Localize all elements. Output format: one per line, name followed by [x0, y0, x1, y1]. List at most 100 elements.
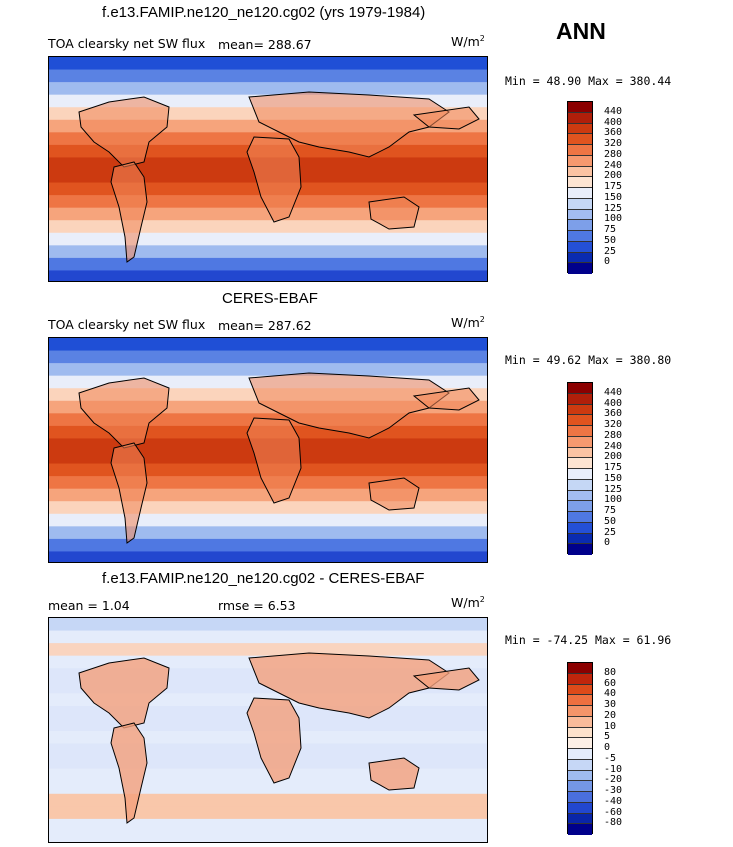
colorbar-label: 440: [604, 386, 623, 398]
colorbar-swatch: [568, 512, 592, 523]
continent-outline: [412, 106, 480, 130]
lat-band: [49, 245, 487, 259]
colorbar-label: 400: [604, 116, 623, 128]
colorbar-label: 100: [604, 494, 623, 506]
colorbar-label: 200: [604, 451, 623, 463]
colorbar-swatch: [568, 716, 592, 728]
colorbar-swatch: [568, 824, 592, 835]
colorbar-label: -10: [604, 763, 623, 775]
colorbar-label: 280: [604, 148, 623, 160]
colorbar-swatch: [568, 404, 592, 416]
colorbar-label: 360: [604, 408, 623, 420]
colorbar-swatch: [568, 220, 592, 231]
colorbar-swatch: [568, 673, 592, 685]
colorbar-swatch: [568, 383, 592, 394]
colorbar-label: 400: [604, 397, 623, 409]
colorbar-label: 175: [604, 462, 623, 473]
colorbar-swatch: [568, 544, 592, 555]
lat-band: [49, 501, 487, 515]
continent-outline: [246, 697, 302, 784]
colorbar-label: 360: [604, 127, 623, 139]
continent-outline: [110, 442, 148, 544]
panel1-title: f.e13.FAMIP.ne120_ne120.cg02 (yrs 1979-1…: [102, 4, 426, 21]
panel1-mean: mean= 288.67: [218, 37, 312, 52]
lat-band: [49, 513, 487, 527]
colorbar-swatch: [568, 426, 592, 437]
colorbar-swatch: [568, 802, 592, 814]
lat-band: [49, 630, 487, 644]
continent-outline: [368, 757, 420, 791]
colorbar-label: 240: [604, 159, 623, 171]
panel1-colorbar: [567, 101, 593, 274]
colorbar-swatch: [568, 188, 592, 199]
colorbar-label: 75: [604, 224, 617, 235]
colorbar-swatch: [568, 252, 592, 264]
continent-outline: [78, 377, 170, 449]
panel1-variable: TOA clearsky net SW flux: [48, 36, 206, 51]
continent-outline: [246, 417, 302, 504]
colorbar-label: 60: [604, 677, 617, 689]
lat-band: [49, 270, 487, 281]
colorbar-swatch: [568, 177, 592, 188]
colorbar-swatch: [568, 759, 592, 771]
continent-outline: [368, 477, 420, 511]
colorbar-label: 25: [604, 245, 617, 257]
continent-outline: [110, 161, 148, 263]
panel2-mean: mean= 287.62: [218, 318, 312, 333]
lat-band: [49, 781, 487, 795]
colorbar-label: 240: [604, 440, 623, 452]
lat-band: [49, 618, 487, 632]
lat-band: [49, 643, 487, 657]
panel3-mean: mean = 1.04: [48, 598, 130, 613]
colorbar-label: 0: [604, 256, 611, 268]
colorbar-label: 125: [604, 483, 623, 495]
panel2-units: W/m2: [451, 315, 485, 331]
colorbar-label: -30: [604, 785, 623, 796]
colorbar-label: 440: [604, 105, 623, 117]
panel3-minmax: Min = -74.25 Max = 61.96: [505, 633, 672, 647]
continent-outline: [78, 96, 170, 168]
colorbar-label: -80: [604, 817, 623, 829]
panel3-title: f.e13.FAMIP.ne120_ne120.cg02 - CERES-EBA…: [102, 570, 425, 587]
colorbar-swatch: [568, 209, 592, 221]
lat-band: [49, 257, 487, 271]
colorbar-label: 0: [604, 742, 611, 753]
lat-band: [49, 338, 487, 352]
colorbar-label: 125: [604, 202, 623, 214]
colorbar-swatch: [568, 533, 592, 545]
colorbar-swatch: [568, 695, 592, 706]
panel3-map: [48, 617, 488, 843]
colorbar-swatch: [568, 501, 592, 512]
continent-outline: [246, 136, 302, 223]
colorbar-label: 30: [604, 699, 617, 710]
colorbar-label: -5: [604, 752, 617, 764]
lat-band: [49, 793, 487, 807]
colorbar-label: 150: [604, 472, 623, 484]
colorbar-swatch: [568, 727, 592, 739]
colorbar-label: -40: [604, 795, 623, 807]
colorbar-swatch: [568, 155, 592, 167]
colorbar-label: 20: [604, 709, 617, 721]
continent-outline: [412, 387, 480, 411]
colorbar-swatch: [568, 684, 592, 696]
continent-outline: [248, 91, 450, 158]
colorbar-swatch: [568, 479, 592, 491]
panel3-rmse: rmse = 6.53: [218, 598, 296, 613]
lat-band: [49, 818, 487, 832]
colorbar-label: 0: [604, 537, 611, 549]
continent-outline: [248, 372, 450, 439]
panel2-variable: TOA clearsky net SW flux: [48, 317, 206, 332]
lat-band: [49, 82, 487, 96]
colorbar-swatch: [568, 447, 592, 459]
colorbar-swatch: [568, 770, 592, 782]
panel2-minmax: Min = 49.62 Max = 380.80: [505, 353, 672, 367]
colorbar-swatch: [568, 415, 592, 426]
lat-band: [49, 57, 487, 71]
colorbar-swatch: [568, 706, 592, 717]
colorbar-swatch: [568, 145, 592, 156]
colorbar-label: 25: [604, 526, 617, 538]
panel1-units: W/m2: [451, 34, 485, 50]
lat-band: [49, 220, 487, 234]
colorbar-swatch: [568, 813, 592, 825]
colorbar-swatch: [568, 792, 592, 803]
